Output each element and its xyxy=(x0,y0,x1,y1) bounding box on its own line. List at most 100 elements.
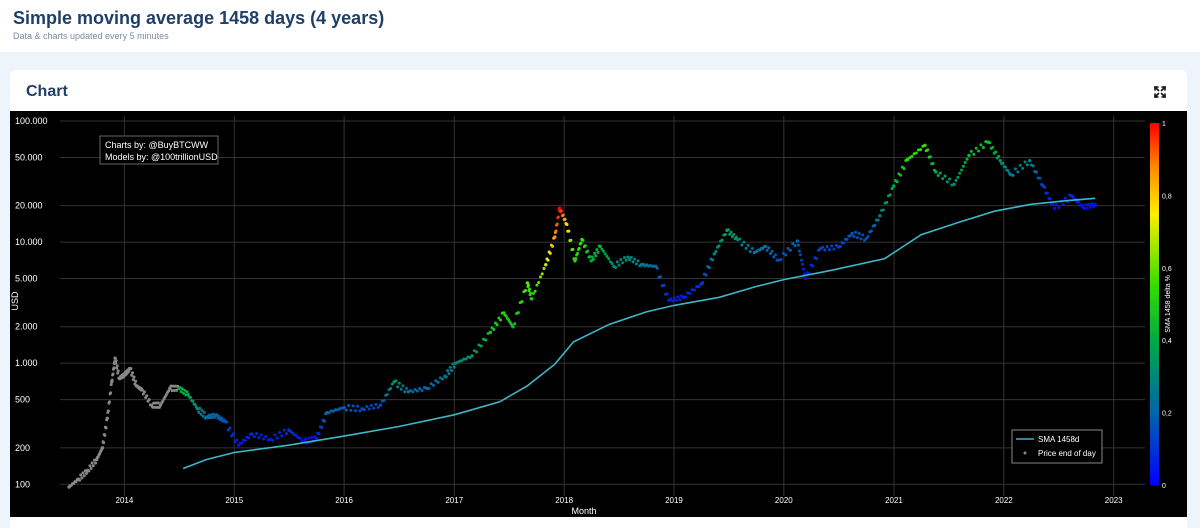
price-point xyxy=(88,464,92,468)
price-point xyxy=(535,283,539,287)
price-point xyxy=(131,378,135,382)
price-point xyxy=(100,446,105,450)
price-point xyxy=(542,267,546,271)
price-point xyxy=(185,390,189,394)
price-point xyxy=(294,434,298,438)
price-point xyxy=(492,327,496,331)
price-point xyxy=(546,258,550,262)
price-point xyxy=(327,411,331,415)
price-point xyxy=(499,318,503,322)
price-point xyxy=(850,231,854,236)
price-point xyxy=(688,292,692,296)
price-point xyxy=(1085,206,1089,210)
price-point xyxy=(112,366,116,370)
price-point xyxy=(923,143,927,148)
x-tick-label: 2023 xyxy=(1105,496,1123,505)
price-point xyxy=(450,368,454,372)
price-point xyxy=(431,383,435,387)
price-point xyxy=(114,359,118,363)
price-point xyxy=(151,405,155,409)
price-point xyxy=(994,150,998,154)
price-point xyxy=(451,362,455,366)
price-point xyxy=(1028,159,1032,163)
price-point xyxy=(167,389,171,393)
price-point xyxy=(823,248,827,252)
price-point xyxy=(367,407,371,411)
price-point xyxy=(145,394,149,398)
price-point xyxy=(1048,197,1052,201)
price-point xyxy=(854,230,858,234)
price-point xyxy=(554,229,558,233)
price-point xyxy=(797,249,801,253)
price-point xyxy=(595,248,599,252)
price-point xyxy=(981,146,985,150)
price-point xyxy=(838,245,842,249)
price-point xyxy=(199,412,203,416)
price-point xyxy=(183,388,187,392)
price-point xyxy=(314,436,319,440)
price-point xyxy=(191,399,195,403)
price-point xyxy=(577,246,581,250)
price-point xyxy=(193,403,197,407)
price-point xyxy=(763,244,768,249)
price-point xyxy=(164,393,168,397)
price-point xyxy=(791,242,795,246)
x-axis: 2014 2015 2016 2017 2018 2019 2020 2021 2022 2023 xyxy=(116,496,1124,505)
price-point xyxy=(134,379,138,383)
price-point xyxy=(1038,176,1042,180)
price-point xyxy=(1063,196,1067,200)
price-point xyxy=(365,404,369,408)
price-point xyxy=(178,385,182,389)
price-point xyxy=(779,258,783,262)
price-point xyxy=(127,369,131,373)
price-point xyxy=(565,222,569,227)
price-point xyxy=(378,403,383,407)
colorbar: 1 0,8 0,6 0,4 0,2 0 SMA 1458 delta % xyxy=(1150,121,1172,490)
price-point xyxy=(662,283,666,287)
price-point xyxy=(701,281,705,285)
price-point xyxy=(697,285,701,289)
price-point xyxy=(420,388,424,392)
price-point xyxy=(855,236,859,240)
price-point xyxy=(438,376,442,380)
price-point xyxy=(979,143,983,147)
price-point xyxy=(114,361,118,365)
y-tick-label: 200 xyxy=(15,443,30,453)
expand-button[interactable] xyxy=(1152,84,1168,100)
price-point xyxy=(142,390,146,394)
price-point xyxy=(963,161,967,165)
price-point xyxy=(479,344,483,348)
price-point xyxy=(427,387,431,391)
price-point xyxy=(740,243,744,247)
price-point xyxy=(1051,203,1055,207)
price-point xyxy=(397,381,401,385)
price-point xyxy=(569,238,573,242)
price-point xyxy=(240,441,244,445)
price-point xyxy=(795,239,800,243)
price-point xyxy=(362,408,366,412)
grid xyxy=(60,116,1145,496)
price-point xyxy=(866,235,870,239)
colorbar-tick-label: 0,8 xyxy=(1162,193,1172,200)
price-point xyxy=(659,275,663,279)
price-point xyxy=(531,292,535,296)
price-point xyxy=(746,243,750,247)
price-point xyxy=(528,287,532,291)
price-point xyxy=(376,405,380,409)
price-point xyxy=(711,258,715,262)
price-point xyxy=(482,337,486,341)
price-point xyxy=(298,436,302,440)
price-point xyxy=(910,154,914,158)
price-point xyxy=(511,325,515,329)
price-point xyxy=(596,250,600,254)
price-point xyxy=(257,436,261,440)
price-point xyxy=(320,425,324,429)
price-point xyxy=(413,388,417,392)
legend[interactable]: SMA 1458d Price end of day xyxy=(1011,429,1103,464)
price-point xyxy=(358,409,362,413)
price-point xyxy=(161,399,165,403)
price-point xyxy=(928,155,932,159)
price-point xyxy=(382,399,386,403)
price-point xyxy=(614,266,618,270)
price-point xyxy=(82,474,86,478)
